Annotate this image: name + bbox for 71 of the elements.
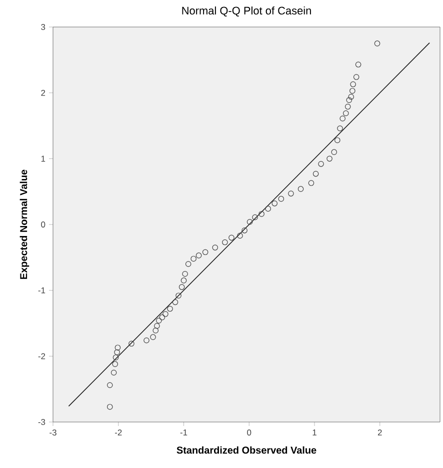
point <box>265 206 271 212</box>
point <box>162 311 168 317</box>
point <box>308 180 314 186</box>
point <box>190 256 196 262</box>
point <box>331 149 338 155</box>
point <box>350 88 356 94</box>
point <box>242 228 248 234</box>
point <box>212 244 218 250</box>
point <box>180 278 187 284</box>
point <box>112 361 118 367</box>
point <box>312 170 319 177</box>
point <box>288 190 294 196</box>
point <box>152 328 159 334</box>
point <box>237 232 243 239</box>
point <box>252 214 258 220</box>
point <box>344 104 351 110</box>
point <box>128 340 134 347</box>
x-tick-label: 2 <box>378 430 382 436</box>
point <box>228 234 234 241</box>
y-tick-label: -3 <box>38 419 46 425</box>
point <box>246 218 253 225</box>
point <box>374 40 380 46</box>
point <box>156 318 162 324</box>
point <box>348 94 354 100</box>
point <box>342 110 349 116</box>
x-tick-label: -2 <box>114 430 122 436</box>
point <box>106 404 113 410</box>
y-tick-label: -1 <box>38 287 46 294</box>
point <box>353 74 360 80</box>
point <box>298 186 304 192</box>
point <box>106 382 113 388</box>
y-tick-label: 1 <box>41 156 46 162</box>
point <box>178 284 185 290</box>
x-axis-title: Standardized Observed Value <box>176 446 316 454</box>
point <box>272 200 278 206</box>
point <box>196 252 202 258</box>
point <box>222 239 228 246</box>
point <box>202 249 208 256</box>
point <box>326 156 332 162</box>
point <box>150 334 156 340</box>
point <box>350 81 356 88</box>
point <box>176 292 182 298</box>
point <box>340 116 346 122</box>
point <box>337 125 343 132</box>
point <box>112 354 119 360</box>
chart-title: Normal Q-Q Plot of Casein <box>182 6 311 16</box>
point <box>318 161 324 167</box>
point <box>278 196 284 202</box>
point <box>355 62 362 68</box>
x-tick-label: -1 <box>180 430 188 436</box>
point <box>182 270 188 277</box>
point <box>258 211 264 217</box>
y-tick-label: 0 <box>41 222 46 228</box>
y-tick-label: 3 <box>41 24 46 30</box>
x-tick-label: -3 <box>50 430 56 436</box>
point <box>144 337 150 344</box>
point <box>154 322 160 329</box>
point <box>110 370 117 376</box>
x-tick-label: 1 <box>312 430 316 436</box>
y-tick-label: 2 <box>41 90 46 96</box>
point <box>346 97 352 103</box>
y-axis-title: Expected Normal Value <box>20 170 30 279</box>
point <box>172 299 178 306</box>
x-tick-label: 0 <box>247 430 252 436</box>
point <box>334 137 340 144</box>
point <box>114 344 121 351</box>
point <box>159 314 166 320</box>
point <box>167 306 173 312</box>
y-tick-label: -2 <box>38 353 46 360</box>
point <box>114 349 120 356</box>
point <box>185 261 192 267</box>
